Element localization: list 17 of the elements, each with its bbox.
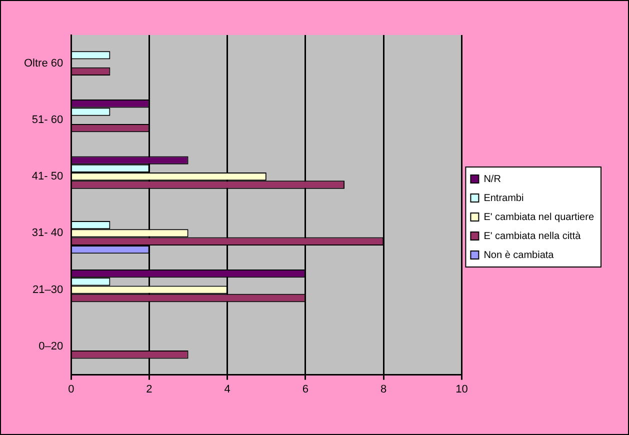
legend-label: E' cambiata nella città (484, 230, 582, 242)
y-tick-label: Oltre 60 (24, 57, 64, 70)
y-tick-label: 31- 40 (32, 227, 64, 240)
y-tick-label: 41- 50 (32, 170, 64, 183)
legend-label: N/R (484, 174, 501, 185)
y-tick-label: 21–30 (32, 284, 64, 296)
x-tick-label: 6 (302, 383, 309, 396)
x-tick-label: 2 (146, 383, 152, 396)
legend-label: Non è cambiata (484, 250, 554, 261)
x-tick-label: 4 (224, 383, 230, 396)
legend-label: E' cambiata nel quartiere (484, 212, 594, 223)
legend-label: Entrambi (484, 192, 524, 204)
y-tick-label: 51- 60 (32, 114, 64, 126)
x-tick-label: 8 (380, 383, 387, 396)
y-tick-label: 0–20 (38, 340, 64, 353)
x-tick-label: 10 (456, 383, 468, 396)
x-tick-label: 0 (68, 383, 74, 396)
